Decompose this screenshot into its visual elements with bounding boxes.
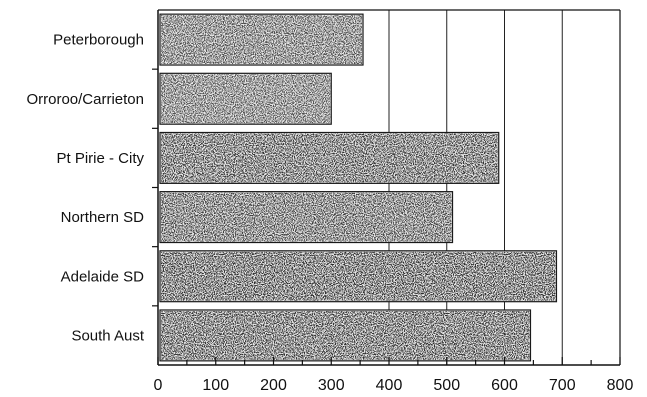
bar-4 xyxy=(159,250,558,303)
x-tick-label-600: 600 xyxy=(491,377,518,394)
bar-0 xyxy=(159,13,364,66)
x-tick-label-100: 100 xyxy=(202,377,229,394)
x-tick-label-500: 500 xyxy=(433,377,460,394)
bar-1 xyxy=(159,72,332,125)
category-label-2: Pt Pirie - City xyxy=(56,150,144,167)
bar-3 xyxy=(159,191,454,244)
gridlines xyxy=(388,10,563,365)
x-tick-label-0: 0 xyxy=(154,377,163,394)
x-tick-label-700: 700 xyxy=(549,377,576,394)
x-tick-label-300: 300 xyxy=(318,377,345,394)
x-tick-label-200: 200 xyxy=(260,377,287,394)
category-label-5: South Aust xyxy=(71,327,144,344)
category-labels: Peterborough Orroroo/Carrieton Pt Pirie - … xyxy=(26,32,144,345)
category-label-3: Northern SD xyxy=(61,209,145,226)
category-label-4: Adelaide SD xyxy=(61,268,145,285)
bars xyxy=(159,13,558,362)
bar-5 xyxy=(159,309,532,362)
x-tick-label-800: 800 xyxy=(607,377,634,394)
category-label-1: Orroroo/Carrieton xyxy=(26,91,144,108)
axes xyxy=(152,9,621,366)
x-tick-labels: 0 100 200 300 400 500 600 700 800 xyxy=(154,377,634,394)
category-label-0: Peterborough xyxy=(53,32,144,49)
bar-2 xyxy=(159,131,500,184)
x-tick-label-400: 400 xyxy=(376,377,403,394)
